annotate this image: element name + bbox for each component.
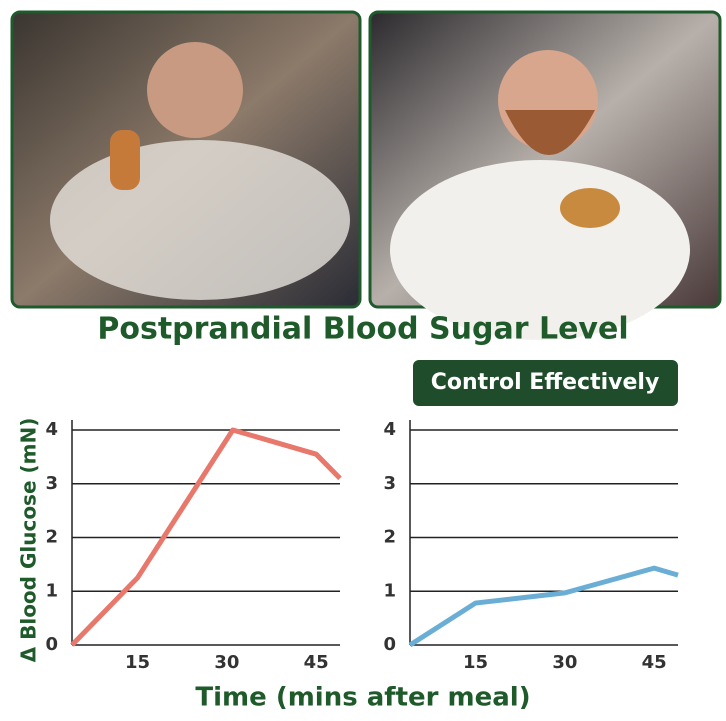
y-tick-label: 3 — [383, 473, 396, 494]
line-series — [408, 565, 679, 648]
y-tick-label: 4 — [45, 419, 58, 440]
badge-bg — [413, 360, 678, 406]
y-tick-label: 2 — [45, 527, 58, 548]
y-tick-label: 1 — [383, 580, 396, 601]
photo-right — [368, 10, 722, 340]
y-tick-label: 0 — [383, 634, 396, 655]
x-axis-label: Time (mins after meal) — [195, 683, 530, 713]
badge: Control Effectively — [431, 370, 660, 395]
y-axis-label: Δ Blood Glucose (mN) — [17, 418, 41, 663]
x-tick-label: 45 — [642, 652, 667, 673]
line-series — [70, 427, 342, 647]
y-tick-label: 3 — [45, 473, 58, 494]
y-tick-label: 0 — [45, 634, 58, 655]
y-tick-label: 2 — [383, 527, 396, 548]
y-tick-label: 1 — [45, 580, 58, 601]
x-tick-label: 30 — [214, 652, 239, 673]
title: Postprandial Blood Sugar Level — [97, 312, 628, 347]
photo-left — [10, 10, 362, 309]
x-tick-label: 30 — [552, 652, 577, 673]
x-tick-label: 15 — [463, 652, 488, 673]
x-tick-label: 15 — [125, 652, 150, 673]
y-tick-label: 4 — [383, 419, 396, 440]
x-tick-label: 45 — [304, 652, 329, 673]
